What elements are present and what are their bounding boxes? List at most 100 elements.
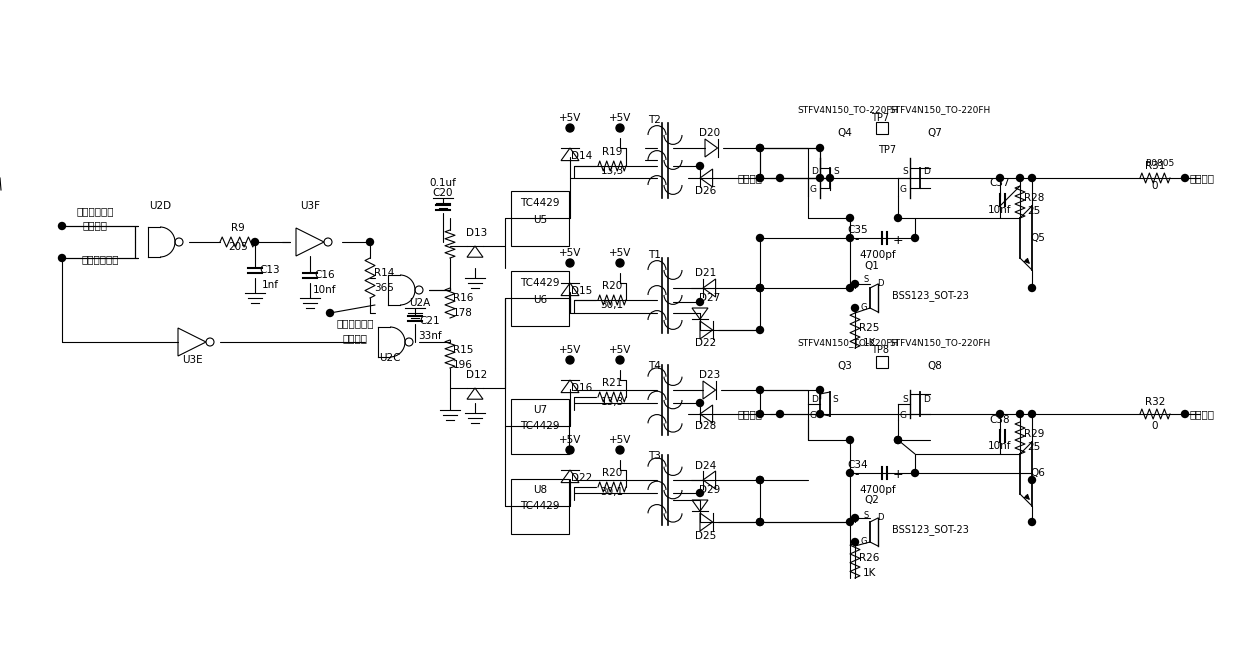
Text: -: - (854, 468, 859, 482)
Text: C34: C34 (848, 460, 868, 470)
Circle shape (756, 386, 764, 393)
Text: 10nf: 10nf (988, 205, 1012, 215)
Circle shape (565, 124, 574, 132)
Text: Q1: Q1 (864, 261, 879, 271)
Text: Q4: Q4 (837, 128, 852, 138)
Text: R19: R19 (601, 147, 622, 157)
Text: D: D (923, 395, 930, 403)
Text: 通道控制信号: 通道控制信号 (82, 254, 119, 264)
Text: R20: R20 (601, 281, 622, 291)
Text: D16: D16 (572, 383, 593, 393)
Text: 0: 0 (1152, 421, 1158, 431)
Circle shape (1182, 174, 1188, 182)
Bar (511, 478, 569, 534)
Text: D: D (877, 280, 883, 288)
Text: 负输入端: 负输入端 (737, 409, 763, 419)
Text: 保护信号: 保护信号 (342, 333, 367, 343)
Text: U2A: U2A (409, 298, 430, 308)
Circle shape (911, 470, 919, 476)
Text: 0: 0 (1152, 181, 1158, 191)
Circle shape (367, 238, 373, 245)
Text: U5: U5 (533, 215, 547, 225)
Text: C16: C16 (315, 270, 335, 280)
Text: 196: 196 (453, 360, 472, 370)
Text: U2D: U2D (149, 201, 171, 211)
Circle shape (756, 519, 764, 526)
Circle shape (1028, 519, 1035, 526)
Text: R15: R15 (453, 345, 474, 355)
Text: -: - (854, 234, 859, 247)
Text: T3: T3 (649, 451, 661, 461)
Text: Q5: Q5 (1030, 233, 1045, 243)
Text: C38: C38 (990, 415, 1011, 425)
Text: D14: D14 (572, 151, 593, 161)
Text: G: G (861, 538, 867, 547)
Text: Q2: Q2 (864, 495, 879, 505)
Text: Q8: Q8 (928, 361, 942, 371)
Bar (875, 356, 888, 368)
Circle shape (816, 411, 823, 417)
Text: U3F: U3F (300, 201, 320, 211)
Bar (511, 270, 569, 326)
Circle shape (894, 436, 901, 443)
Text: +5V: +5V (609, 435, 631, 445)
Text: R14: R14 (373, 268, 394, 278)
Circle shape (756, 284, 764, 291)
Text: S: S (832, 395, 838, 403)
Circle shape (1028, 411, 1035, 417)
Text: 33nf: 33nf (418, 331, 441, 341)
Text: R20: R20 (601, 468, 622, 478)
Text: R32: R32 (1145, 397, 1166, 407)
Circle shape (847, 284, 853, 291)
Text: U8: U8 (533, 485, 547, 495)
Circle shape (616, 259, 624, 267)
Text: U6: U6 (533, 295, 547, 305)
Text: 4700pf: 4700pf (859, 485, 897, 495)
Circle shape (756, 284, 764, 291)
Text: TC4429: TC4429 (521, 501, 559, 511)
Text: TC4429: TC4429 (521, 198, 559, 208)
Circle shape (852, 305, 858, 311)
Text: 25: 25 (1028, 442, 1040, 452)
Text: 保护信号: 保护信号 (83, 220, 108, 230)
Text: 正输入端: 正输入端 (737, 173, 763, 183)
Text: S: S (863, 511, 869, 520)
Circle shape (756, 476, 764, 484)
Circle shape (756, 284, 764, 291)
Text: D24: D24 (696, 461, 717, 471)
Text: D: D (923, 166, 930, 176)
Text: U2C: U2C (379, 353, 401, 363)
Bar (875, 122, 888, 134)
Text: Q7: Q7 (928, 128, 942, 138)
Circle shape (1028, 284, 1035, 291)
Circle shape (326, 309, 334, 316)
Circle shape (756, 519, 764, 526)
Circle shape (816, 174, 823, 182)
Circle shape (847, 234, 853, 241)
Circle shape (616, 446, 624, 454)
Text: D: D (811, 395, 818, 403)
Text: STFV4N150_TO-220FH: STFV4N150_TO-220FH (797, 105, 899, 114)
Text: +5V: +5V (609, 345, 631, 355)
Text: C35: C35 (848, 225, 868, 235)
Text: 1K: 1K (862, 338, 875, 348)
Circle shape (756, 411, 764, 417)
Circle shape (58, 255, 66, 261)
Text: 13,3: 13,3 (600, 166, 624, 176)
Text: U3E: U3E (182, 355, 202, 365)
Circle shape (756, 174, 764, 182)
Circle shape (756, 145, 764, 151)
Text: R16: R16 (453, 293, 474, 303)
Circle shape (1182, 411, 1188, 417)
Text: +5V: +5V (559, 345, 582, 355)
Circle shape (697, 163, 703, 170)
Text: D29: D29 (699, 485, 720, 495)
Bar (511, 191, 569, 245)
Text: R0805: R0805 (1146, 159, 1174, 168)
Circle shape (1017, 174, 1023, 182)
Circle shape (911, 234, 919, 241)
Circle shape (756, 476, 764, 484)
Circle shape (776, 411, 784, 417)
Text: +5V: +5V (609, 113, 631, 123)
Text: R9: R9 (231, 223, 244, 233)
